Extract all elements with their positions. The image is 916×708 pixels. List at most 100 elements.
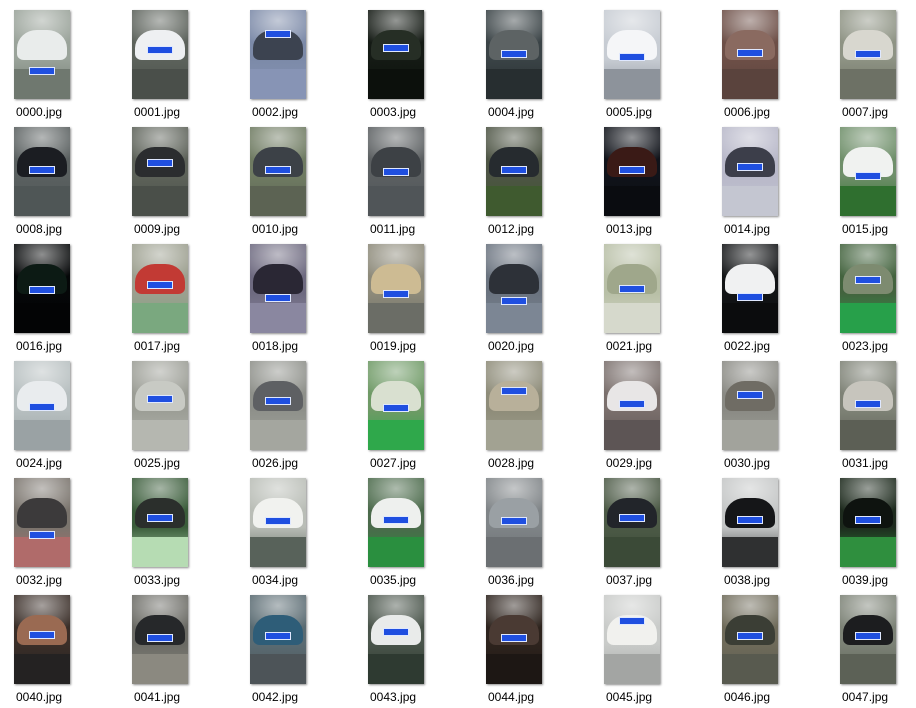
file-item[interactable]: 0039.jpg (840, 478, 916, 591)
image-thumbnail[interactable] (368, 244, 424, 333)
file-item[interactable]: 0014.jpg (722, 127, 834, 240)
file-item[interactable]: 0001.jpg (132, 10, 244, 123)
file-item[interactable]: 0004.jpg (486, 10, 598, 123)
image-thumbnail[interactable] (840, 10, 896, 99)
file-item[interactable]: 0006.jpg (722, 10, 834, 123)
image-thumbnail[interactable] (132, 10, 188, 99)
file-item[interactable]: 0007.jpg (840, 10, 916, 123)
image-thumbnail[interactable] (840, 244, 896, 333)
image-thumbnail[interactable] (132, 127, 188, 216)
file-item[interactable]: 0015.jpg (840, 127, 916, 240)
file-item[interactable]: 0026.jpg (250, 361, 362, 474)
file-item[interactable]: 0042.jpg (250, 595, 362, 708)
file-item[interactable]: 0005.jpg (604, 10, 716, 123)
image-thumbnail[interactable] (722, 127, 778, 216)
file-item[interactable]: 0044.jpg (486, 595, 598, 708)
file-item[interactable]: 0040.jpg (14, 595, 126, 708)
file-item[interactable]: 0011.jpg (368, 127, 480, 240)
file-name-label: 0012.jpg (488, 222, 535, 236)
file-item[interactable]: 0013.jpg (604, 127, 716, 240)
file-item[interactable]: 0036.jpg (486, 478, 598, 591)
file-item[interactable]: 0047.jpg (840, 595, 916, 708)
image-thumbnail[interactable] (132, 361, 188, 450)
file-item[interactable]: 0020.jpg (486, 244, 598, 357)
file-item[interactable]: 0037.jpg (604, 478, 716, 591)
file-item[interactable]: 0038.jpg (722, 478, 834, 591)
image-thumbnail[interactable] (250, 244, 306, 333)
file-item[interactable]: 0018.jpg (250, 244, 362, 357)
image-thumbnail[interactable] (132, 595, 188, 684)
file-item[interactable]: 0023.jpg (840, 244, 916, 357)
image-thumbnail[interactable] (840, 127, 896, 216)
file-item[interactable]: 0046.jpg (722, 595, 834, 708)
image-thumbnail[interactable] (722, 595, 778, 684)
image-thumbnail[interactable] (840, 478, 896, 567)
image-thumbnail[interactable] (368, 10, 424, 99)
file-item[interactable]: 0027.jpg (368, 361, 480, 474)
image-thumbnail[interactable] (486, 478, 542, 567)
image-thumbnail[interactable] (250, 478, 306, 567)
image-thumbnail[interactable] (14, 10, 70, 99)
image-thumbnail[interactable] (840, 595, 896, 684)
image-thumbnail[interactable] (722, 244, 778, 333)
image-thumbnail[interactable] (486, 595, 542, 684)
image-thumbnail[interactable] (132, 244, 188, 333)
file-item[interactable]: 0032.jpg (14, 478, 126, 591)
file-item[interactable]: 0025.jpg (132, 361, 244, 474)
image-thumbnail[interactable] (604, 361, 660, 450)
image-thumbnail[interactable] (368, 478, 424, 567)
file-item[interactable]: 0024.jpg (14, 361, 126, 474)
file-item[interactable]: 0028.jpg (486, 361, 598, 474)
image-thumbnail[interactable] (604, 478, 660, 567)
image-thumbnail[interactable] (604, 244, 660, 333)
image-thumbnail[interactable] (132, 478, 188, 567)
file-item[interactable]: 0012.jpg (486, 127, 598, 240)
file-item[interactable]: 0000.jpg (14, 10, 126, 123)
image-thumbnail[interactable] (250, 127, 306, 216)
image-thumbnail[interactable] (250, 361, 306, 450)
file-item[interactable]: 0008.jpg (14, 127, 126, 240)
file-item[interactable]: 0043.jpg (368, 595, 480, 708)
file-item[interactable]: 0029.jpg (604, 361, 716, 474)
file-item[interactable]: 0009.jpg (132, 127, 244, 240)
image-thumbnail[interactable] (14, 127, 70, 216)
image-thumbnail[interactable] (486, 10, 542, 99)
file-item[interactable]: 0045.jpg (604, 595, 716, 708)
file-item[interactable]: 0022.jpg (722, 244, 834, 357)
file-item[interactable]: 0035.jpg (368, 478, 480, 591)
image-thumbnail[interactable] (14, 478, 70, 567)
image-thumbnail[interactable] (250, 10, 306, 99)
image-thumbnail[interactable] (14, 244, 70, 333)
image-thumbnail[interactable] (604, 595, 660, 684)
image-thumbnail[interactable] (250, 595, 306, 684)
file-item[interactable]: 0003.jpg (368, 10, 480, 123)
image-thumbnail[interactable] (722, 361, 778, 450)
car-silhouette (253, 263, 303, 294)
image-thumbnail[interactable] (840, 361, 896, 450)
image-thumbnail[interactable] (722, 478, 778, 567)
license-plate (619, 400, 645, 409)
file-item[interactable]: 0034.jpg (250, 478, 362, 591)
thumbnail-ground (14, 536, 70, 567)
image-thumbnail[interactable] (14, 361, 70, 450)
image-thumbnail[interactable] (722, 10, 778, 99)
file-item[interactable]: 0021.jpg (604, 244, 716, 357)
image-thumbnail[interactable] (486, 244, 542, 333)
file-item[interactable]: 0002.jpg (250, 10, 362, 123)
file-item[interactable]: 0019.jpg (368, 244, 480, 357)
image-thumbnail[interactable] (368, 595, 424, 684)
file-item[interactable]: 0033.jpg (132, 478, 244, 591)
file-item[interactable]: 0017.jpg (132, 244, 244, 357)
file-item[interactable]: 0031.jpg (840, 361, 916, 474)
image-thumbnail[interactable] (604, 127, 660, 216)
file-item[interactable]: 0030.jpg (722, 361, 834, 474)
file-item[interactable]: 0016.jpg (14, 244, 126, 357)
image-thumbnail[interactable] (486, 127, 542, 216)
image-thumbnail[interactable] (604, 10, 660, 99)
image-thumbnail[interactable] (486, 361, 542, 450)
image-thumbnail[interactable] (368, 361, 424, 450)
file-item[interactable]: 0010.jpg (250, 127, 362, 240)
image-thumbnail[interactable] (368, 127, 424, 216)
file-item[interactable]: 0041.jpg (132, 595, 244, 708)
image-thumbnail[interactable] (14, 595, 70, 684)
